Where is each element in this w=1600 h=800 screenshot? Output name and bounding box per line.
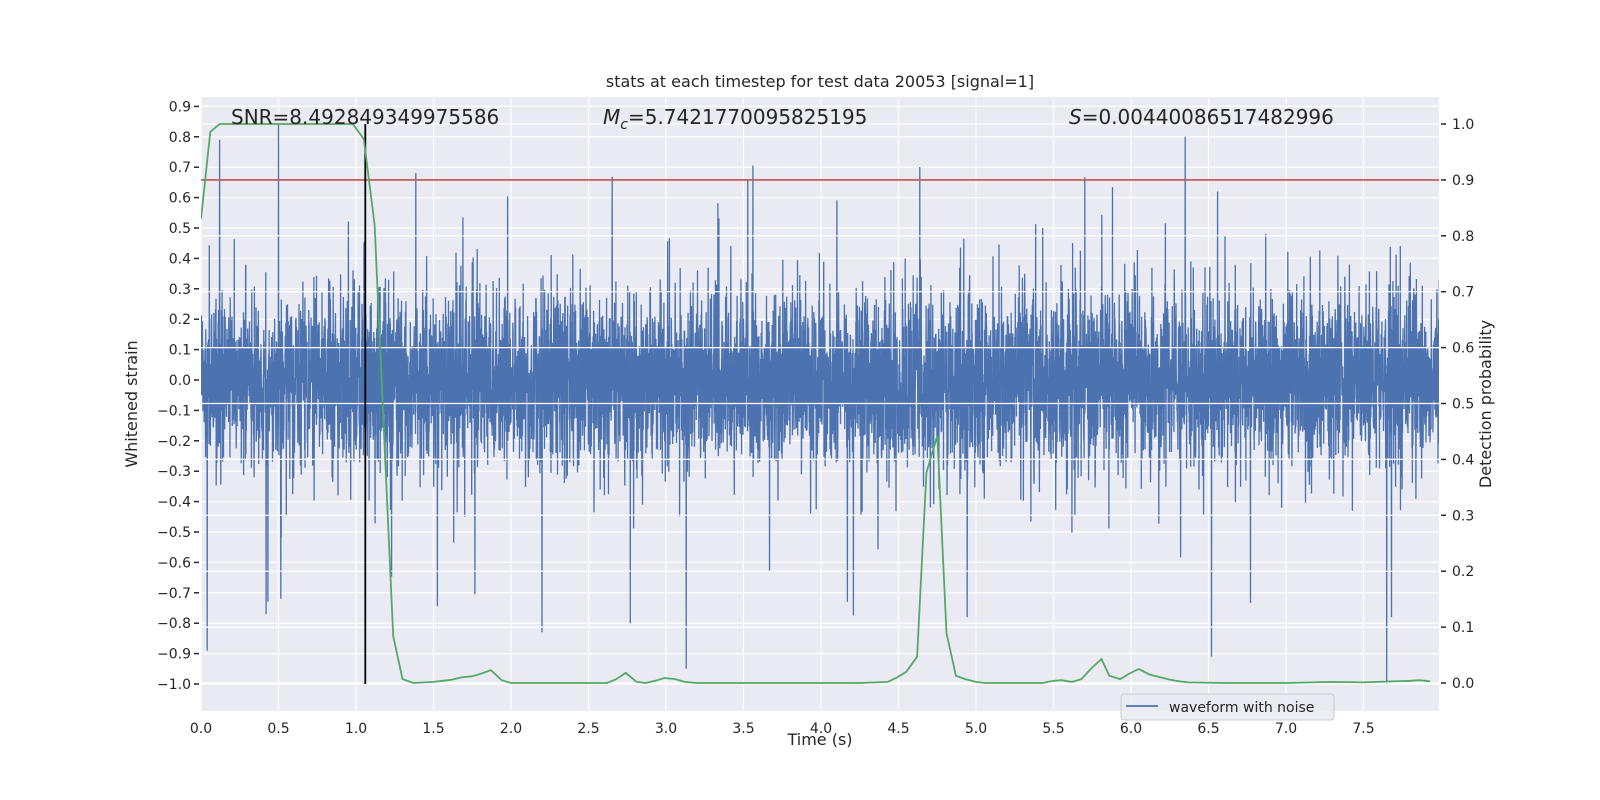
- x-tick-label: 4.0: [810, 721, 832, 737]
- waveform-line: [201, 124, 1439, 685]
- mc-symbol: M: [603, 105, 620, 129]
- snr-annotation: SNR=8.492849349975586: [231, 105, 499, 129]
- y-tick-label: 0.5: [169, 221, 191, 237]
- s-value: =0.00440086517482996: [1082, 105, 1334, 129]
- legend: waveform with noise: [1120, 693, 1335, 721]
- y-tick-label: 0.6: [169, 191, 191, 207]
- s-symbol: S: [1069, 105, 1082, 129]
- y-right-tick-label: 0.5: [1452, 397, 1474, 413]
- y-right-tick-label: 0.0: [1452, 676, 1474, 692]
- x-tick-label: 7.5: [1352, 721, 1374, 737]
- y-tick-label: 0.3: [169, 282, 191, 298]
- x-tick-label: 3.0: [655, 721, 677, 737]
- y-tick-label: −0.1: [157, 403, 191, 419]
- y-tick-label: −0.4: [157, 495, 191, 511]
- s-annotation: S=0.00440086517482996: [1069, 105, 1334, 129]
- x-ticks: 0.0 0.5 1.0 1.5 2.0 2.5 3.0 3.5 4.0 4.5 5.0 5.5 6.0 6…: [190, 721, 1375, 737]
- x-tick-label: 0.0: [190, 721, 212, 737]
- y-right-tick-label: 1.0: [1452, 117, 1474, 133]
- y-right-tick-label: 0.2: [1452, 564, 1474, 580]
- y-right-tick-label: 0.8: [1452, 229, 1474, 245]
- legend-box: [1120, 693, 1335, 721]
- x-tick-label: 7.0: [1275, 721, 1297, 737]
- y-right-tick-label: 0.7: [1452, 285, 1474, 301]
- x-tick-label: 0.5: [267, 721, 289, 737]
- y-right-tick-label: 0.9: [1452, 173, 1474, 189]
- mc-subscript: c: [620, 117, 628, 133]
- x-tick-label: 2.0: [500, 721, 522, 737]
- x-tick-label: 3.5: [732, 721, 754, 737]
- y-tick-label: −0.3: [157, 464, 191, 480]
- x-tick-label: 6.5: [1197, 721, 1219, 737]
- y-tick-label: −0.8: [157, 616, 191, 632]
- y-tick-label: 0.9: [169, 99, 191, 115]
- y-ticks-left: 0.9 0.8 0.7 0.6 0.5 0.4 0.3 0.2 0.1 0.0 −0.1 −0.2 −0…: [157, 99, 199, 693]
- y-tick-label: 0.4: [169, 251, 191, 267]
- y-right-tick-label: 0.3: [1452, 508, 1474, 524]
- x-tick-label: 1.5: [422, 721, 444, 737]
- x-tick-label: 5.0: [965, 721, 987, 737]
- chirp-mass-annotation: Mc=5.7421770095825195: [603, 105, 867, 133]
- x-tick-label: 1.0: [345, 721, 367, 737]
- legend-label-waveform: waveform with noise: [1169, 700, 1314, 716]
- y-tick-label: −1.0: [157, 677, 191, 693]
- y-tick-label: −0.6: [157, 555, 191, 571]
- y-axis-label: Whitened strain: [122, 340, 141, 467]
- y-tick-label: 0.8: [169, 130, 191, 146]
- x-tick-label: 2.5: [577, 721, 599, 737]
- y-tick-label: −0.2: [157, 434, 191, 450]
- y-tick-label: 0.0: [169, 373, 191, 389]
- y-tick-label: 0.7: [169, 160, 191, 176]
- x-tick-label: 5.5: [1042, 721, 1064, 737]
- x-axis-label: Time (s): [786, 730, 852, 749]
- y-ticks-right: 0.0 0.1 0.2 0.3 0.4 0.5 0.6 0.7 0.8 0.9 1.0: [1441, 117, 1474, 692]
- chart-title: stats at each timestep for test data 200…: [606, 72, 1034, 91]
- x-tick-label: 4.5: [887, 721, 909, 737]
- y-right-tick-label: 0.1: [1452, 620, 1474, 636]
- y-tick-label: −0.9: [157, 647, 191, 663]
- y-tick-label: −0.7: [157, 586, 191, 602]
- mc-value: =5.7421770095825195: [628, 105, 867, 129]
- y-tick-label: 0.1: [169, 343, 191, 359]
- y-tick-label: 0.2: [169, 312, 191, 328]
- y-right-tick-label: 0.4: [1452, 452, 1474, 468]
- x-tick-label: 6.0: [1120, 721, 1142, 737]
- y-right-tick-label: 0.6: [1452, 341, 1474, 357]
- y-tick-label: −0.5: [157, 525, 191, 541]
- y-axis-label-right: Detection probability: [1476, 320, 1495, 488]
- probability-line: [201, 123, 1431, 684]
